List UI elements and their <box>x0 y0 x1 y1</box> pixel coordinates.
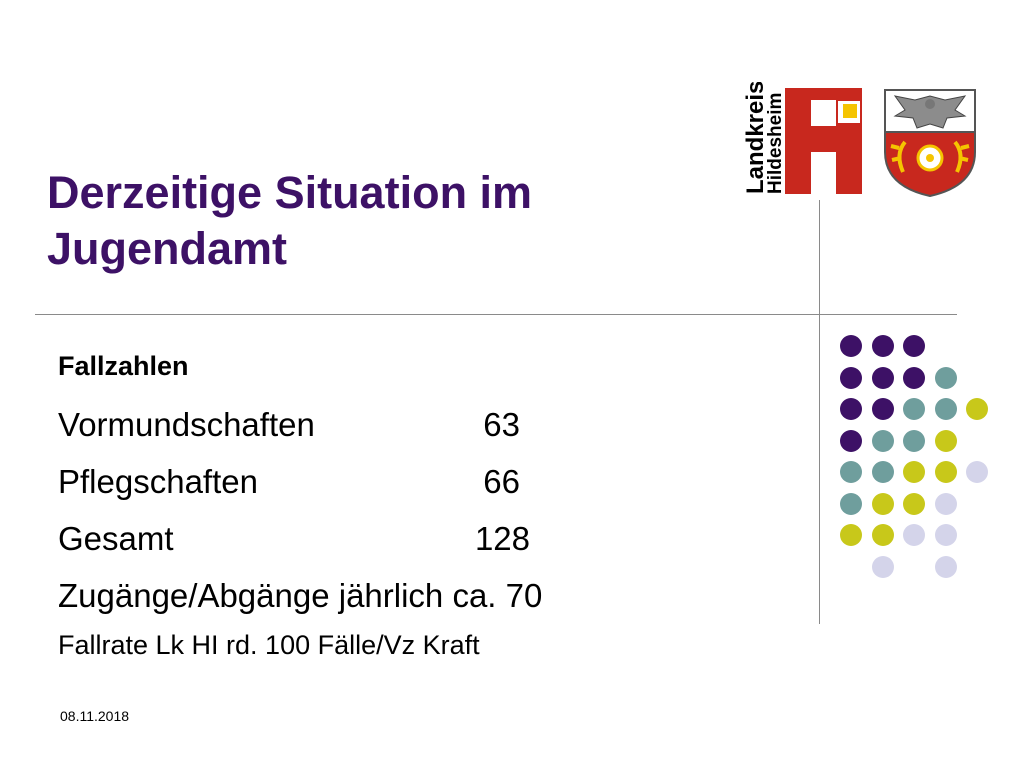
horizontal-divider <box>35 314 957 315</box>
decorative-dot <box>903 461 925 483</box>
decorative-dot <box>966 398 988 420</box>
decorative-dot <box>903 398 925 420</box>
decorative-dot <box>871 461 894 483</box>
decorative-dot <box>903 492 925 515</box>
decorative-dot <box>871 492 894 515</box>
landkreis-hildesheim-logo: Landkreis Hildesheim <box>735 81 980 202</box>
decorative-dot <box>871 398 894 420</box>
logo-yellow-square <box>843 104 857 118</box>
vertical-divider <box>819 200 820 624</box>
decorative-dot <box>934 398 957 420</box>
decorative-dot <box>871 555 894 578</box>
coat-of-arms-icon <box>884 89 976 198</box>
decorative-dot <box>871 335 894 357</box>
decorative-dot <box>840 461 862 483</box>
slide-date: 08.11.2018 <box>60 708 130 724</box>
fallrate-text: Fallrate Lk HI rd. 100 Fälle/Vz Kraft <box>58 630 480 660</box>
decorative-dot <box>934 524 957 546</box>
row-value: 66 <box>483 463 520 500</box>
row-pflegschaften: Pflegschaften 66 <box>58 462 520 502</box>
decorative-dot <box>871 524 894 546</box>
row-value: 63 <box>483 406 520 443</box>
decorative-dot <box>903 366 925 389</box>
decorative-dot <box>840 492 862 515</box>
logo-text-hildesheim: Hildesheim <box>765 93 786 194</box>
row-vormundschaften: Vormundschaften 63 <box>58 405 520 445</box>
decorative-dot <box>840 366 862 389</box>
decorative-dot <box>840 335 862 357</box>
decorative-dot <box>903 524 925 546</box>
decorative-dot <box>934 429 957 452</box>
decorative-dot <box>903 335 925 357</box>
zugang-text: Zugänge/Abgänge jährlich ca. 70 <box>58 577 543 614</box>
logo-text-landkreis: Landkreis <box>742 82 769 194</box>
decorative-dot <box>966 461 988 483</box>
decorative-dot <box>871 366 894 389</box>
row-gesamt: Gesamt 128 <box>58 519 530 559</box>
decorative-dot <box>840 524 862 546</box>
decorative-dot <box>934 461 957 483</box>
row-label: Pflegschaften <box>58 463 258 500</box>
row-value: 128 <box>474 520 530 557</box>
decorative-dot <box>840 398 862 420</box>
decorative-dot <box>934 555 957 578</box>
row-label: Vormundschaften <box>58 406 315 443</box>
decorative-dot <box>934 492 957 515</box>
section-heading: Fallzahlen <box>58 351 189 381</box>
row-label: Gesamt <box>58 520 174 557</box>
slide-title: Derzeitige Situation im Jugendamt <box>47 167 533 274</box>
decorative-dot <box>871 429 894 452</box>
decorative-dot <box>840 429 862 452</box>
decorative-dot <box>934 366 957 389</box>
decorative-dot <box>903 429 925 452</box>
